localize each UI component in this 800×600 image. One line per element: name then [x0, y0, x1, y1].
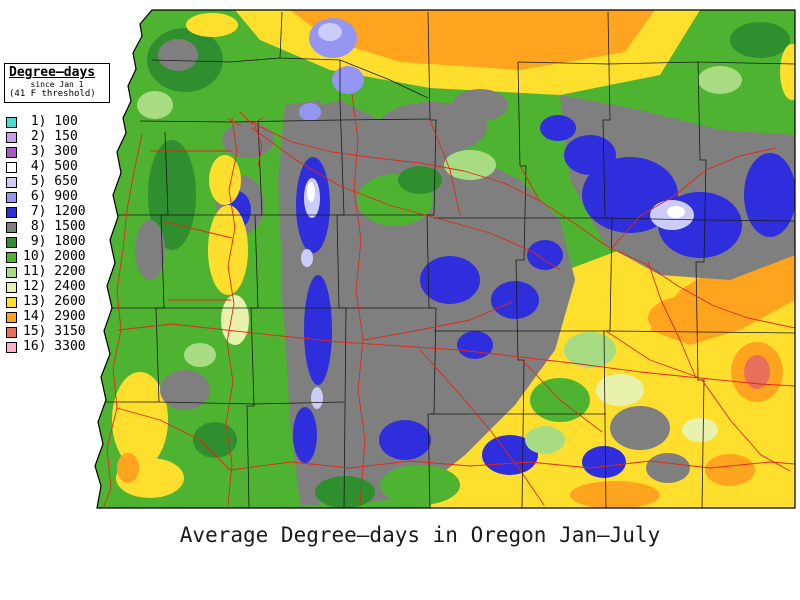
legend-item: 13) 2600	[6, 294, 110, 309]
state-outline	[94, 9, 796, 509]
legend-item: 12) 2400	[6, 279, 110, 294]
legend-item: 3) 300	[6, 144, 110, 159]
legend-color-swatch	[6, 266, 17, 278]
legend-item-label: 14) 2900	[23, 309, 86, 324]
legend-item-label: 15) 3150	[23, 324, 86, 339]
legend-color-swatch	[6, 281, 17, 293]
legend-item-label: 10) 2000	[23, 249, 86, 264]
legend-title: Degree—days	[9, 65, 96, 80]
legend-item: 1) 100	[6, 114, 110, 129]
map-color-field	[95, 10, 795, 508]
legend-item-label: 7) 1200	[23, 204, 86, 219]
legend-item: 15) 3150	[6, 324, 110, 339]
legend-item: 6) 900	[6, 189, 110, 204]
legend-color-swatch	[6, 221, 17, 233]
legend-item: 11) 2200	[6, 264, 110, 279]
legend-color-swatch	[6, 311, 17, 323]
legend-subtitle-since: since Jan 1	[30, 80, 84, 89]
legend-item-label: 5) 650	[23, 174, 78, 189]
legend-subtitle-threshold: (41 F threshold)	[9, 89, 96, 99]
legend-item: 14) 2900	[6, 309, 110, 324]
legend-item-label: 1) 100	[23, 114, 78, 129]
legend-item: 4) 500	[6, 159, 110, 174]
legend-item-label: 12) 2400	[23, 279, 86, 294]
legend-color-swatch	[6, 206, 17, 218]
legend-item-label: 11) 2200	[23, 264, 86, 279]
county-boundaries	[101, 11, 795, 508]
legend-color-swatch	[6, 146, 17, 158]
road-network	[103, 93, 795, 507]
legend-items: 1) 100 2) 150 3) 300 4) 500 5) 650 6) 90…	[4, 114, 110, 354]
legend-color-swatch	[6, 326, 17, 338]
legend-item: 9) 1800	[6, 234, 110, 249]
legend-item: 7) 1200	[6, 204, 110, 219]
legend-color-swatch	[6, 131, 17, 143]
legend-color-swatch	[6, 341, 17, 353]
legend-item: 10) 2000	[6, 249, 110, 264]
legend-item-label: 13) 2600	[23, 294, 86, 309]
legend-color-swatch	[6, 251, 17, 263]
legend-item: 8) 1500	[6, 219, 110, 234]
legend-color-swatch	[6, 191, 17, 203]
map-title: Average Degree—days in Oregon Jan—July	[179, 523, 661, 547]
legend-item: 5) 650	[6, 174, 110, 189]
legend-item-label: 4) 500	[23, 159, 78, 174]
legend-item-label: 3) 300	[23, 144, 78, 159]
legend-item: 16) 3300	[6, 339, 110, 354]
legend-color-swatch	[6, 236, 17, 248]
legend-color-swatch	[6, 161, 17, 173]
legend-color-swatch	[6, 116, 17, 128]
legend-item-label: 2) 150	[23, 129, 78, 144]
legend-item: 2) 150	[6, 129, 110, 144]
legend-item-label: 9) 1800	[23, 234, 86, 249]
legend-item-label: 8) 1500	[23, 219, 86, 234]
legend-item-label: 6) 900	[23, 189, 78, 204]
legend-header: Degree—days since Jan 1 (41 F threshold)	[4, 63, 110, 103]
legend: Degree—days since Jan 1 (41 F threshold)…	[4, 63, 110, 353]
legend-color-swatch	[6, 176, 17, 188]
legend-item-label: 16) 3300	[23, 339, 86, 354]
legend-color-swatch	[6, 296, 17, 308]
